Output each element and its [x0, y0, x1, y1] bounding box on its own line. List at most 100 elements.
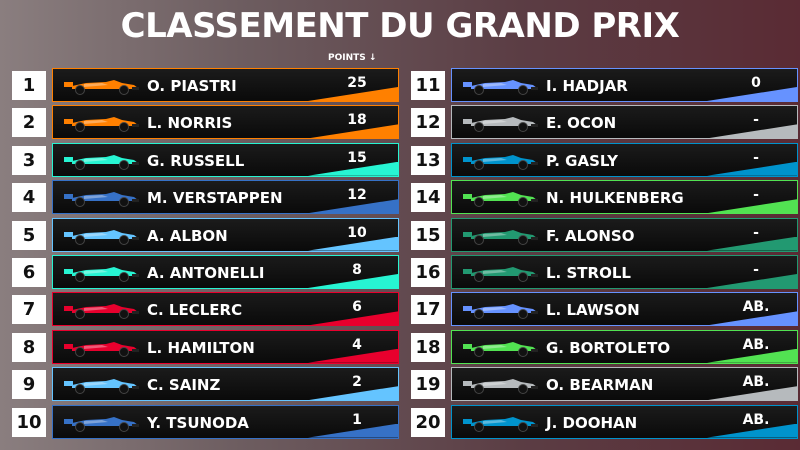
standings-row: 20 J. DOOHAN AB.: [411, 404, 798, 439]
driver-points: -: [753, 187, 759, 204]
driver-name: L. NORRIS: [147, 114, 233, 133]
driver-name: G. RUSSELL: [147, 151, 245, 170]
car-icon: [463, 117, 538, 133]
driver-points: 18: [347, 112, 367, 129]
driver-name: M. VERSTAPPEN: [147, 189, 283, 208]
position-number: 8: [12, 332, 46, 362]
driver-name: A. ANTONELLI: [147, 264, 265, 282]
car-icon: [463, 379, 538, 395]
driver-name: C. SAINZ: [147, 376, 221, 395]
driver-bar: F. ALONSO -: [451, 217, 798, 252]
car-icon: [463, 192, 538, 208]
car-icon: [64, 192, 139, 208]
standings-row: 4 M. VERSTAPPEN 12: [12, 180, 399, 215]
driver-bar: E. OCON -: [451, 105, 798, 140]
driver-points: 0: [751, 75, 761, 91]
driver-bar: A. ALBON 10: [52, 217, 399, 252]
standings-row: 15 F. ALONSO -: [411, 217, 798, 252]
driver-name: J. DOOHAN: [546, 413, 638, 432]
driver-bar: L. LAWSON AB.: [451, 292, 798, 327]
standings-row: 6 A. ANTONELLI 8: [12, 255, 399, 289]
standings-row: 18 G. BORTOLETO AB.: [411, 329, 798, 364]
car-icon: [64, 80, 139, 95]
driver-bar: A. ANTONELLI 8: [52, 255, 399, 289]
driver-bar: O. PIASTRI 25: [52, 68, 399, 102]
position-number: 18: [411, 332, 445, 362]
driver-name: G. BORTOLETO: [546, 338, 671, 357]
car-icon: [463, 80, 538, 95]
driver-bar: P. GASLY -: [451, 142, 798, 177]
standings-row: 11 I. HADJAR 0: [411, 68, 798, 102]
standings-row: 3 G. RUSSELL 15: [12, 142, 399, 177]
driver-points: 12: [347, 187, 367, 204]
driver-bar: L. NORRIS 18: [52, 105, 399, 140]
position-number: 9: [12, 370, 46, 400]
position-number: 6: [12, 258, 46, 287]
car-icon: [463, 341, 538, 357]
driver-bar: C. LECLERC 6: [52, 292, 399, 327]
position-number: 7: [12, 295, 46, 325]
driver-points: 4: [352, 336, 362, 353]
standings-row: 1 O. PIASTRI 25: [12, 68, 399, 102]
car-icon: [64, 117, 139, 133]
position-number: 11: [411, 71, 445, 100]
driver-bar: O. BEARMAN AB.: [451, 367, 798, 402]
standings-row: 17 L. LAWSON AB.: [411, 292, 798, 327]
driver-name: L. HAMILTON: [147, 338, 255, 357]
driver-points: 1: [352, 411, 362, 428]
position-number: 1: [12, 71, 46, 100]
standings-row: 8 L. HAMILTON 4: [12, 329, 399, 364]
driver-name: N. HULKENBERG: [546, 189, 684, 208]
position-number: 13: [411, 145, 445, 175]
position-number: 15: [411, 220, 445, 250]
driver-name: O. PIASTRI: [147, 77, 237, 95]
driver-name: P. GASLY: [546, 151, 618, 170]
standings-row: 10 Y. TSUNODA 1: [12, 404, 399, 439]
standings-row: 9 C. SAINZ 2: [12, 367, 399, 402]
position-number: 16: [411, 258, 445, 287]
standings-row: 2 L. NORRIS 18: [12, 105, 399, 140]
driver-name: L. LAWSON: [546, 301, 640, 320]
driver-name: F. ALONSO: [546, 226, 635, 245]
driver-bar: N. HULKENBERG -: [451, 180, 798, 215]
points-column-header: POINTS ↓: [328, 53, 377, 63]
driver-points: 6: [352, 299, 362, 316]
position-number: 5: [12, 220, 46, 250]
driver-points: AB.: [742, 336, 770, 353]
car-icon: [64, 154, 139, 170]
driver-bar: I. HADJAR 0: [451, 68, 798, 102]
car-icon: [64, 416, 139, 432]
car-icon: [64, 341, 139, 357]
position-number: 17: [411, 295, 445, 325]
driver-bar: C. SAINZ 2: [52, 367, 399, 402]
driver-points: -: [753, 224, 759, 241]
driver-points: -: [753, 149, 759, 166]
position-number: 20: [411, 407, 445, 437]
standings-row: 5 A. ALBON 10: [12, 217, 399, 252]
driver-points: AB.: [742, 411, 770, 428]
standings-row: 7 C. LECLERC 6: [12, 292, 399, 327]
car-icon: [64, 304, 139, 320]
driver-points: 2: [352, 374, 362, 391]
driver-points: 25: [347, 75, 367, 91]
standings-row: 13 P. GASLY -: [411, 142, 798, 177]
standings-row: 19 O. BEARMAN AB.: [411, 367, 798, 402]
driver-points: 15: [347, 149, 367, 166]
position-number: 3: [12, 145, 46, 175]
driver-name: E. OCON: [546, 114, 617, 133]
car-icon: [64, 229, 139, 245]
driver-points: AB.: [742, 374, 770, 391]
car-icon: [463, 229, 538, 245]
car-icon: [64, 267, 139, 282]
driver-bar: L. STROLL -: [451, 255, 798, 289]
driver-name: Y. TSUNODA: [147, 413, 249, 432]
position-number: 4: [12, 183, 46, 213]
driver-bar: M. VERSTAPPEN 12: [52, 180, 399, 215]
car-icon: [463, 267, 538, 282]
position-number: 14: [411, 183, 445, 213]
car-icon: [64, 379, 139, 395]
driver-points: 8: [352, 262, 362, 278]
position-number: 10: [12, 407, 46, 437]
driver-points: AB.: [742, 299, 770, 316]
driver-points: 10: [347, 224, 367, 241]
